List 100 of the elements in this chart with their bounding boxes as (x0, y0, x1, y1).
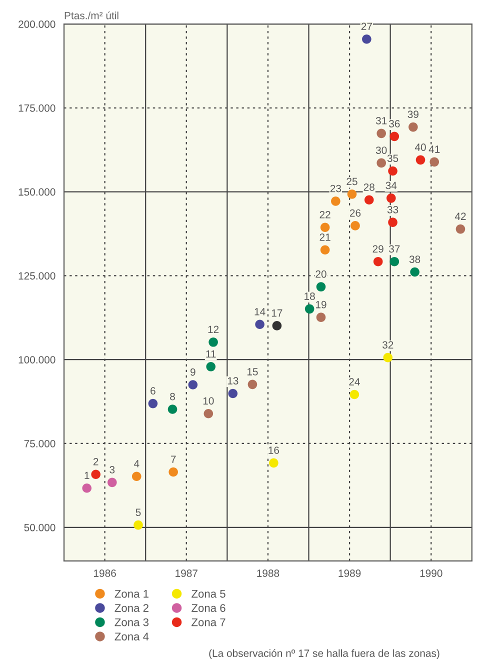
annotation: 38 (409, 256, 420, 264)
y-tick-label: 125.000 (18, 272, 56, 280)
legend-label: Zona 3 (114, 618, 149, 626)
point (408, 122, 418, 132)
legend-label: Zona 6 (192, 604, 226, 612)
legend-label: Zona 5 (192, 590, 226, 598)
point (82, 483, 92, 493)
annotation: 32 (382, 341, 394, 349)
point (168, 404, 178, 414)
annotation: 11 (206, 350, 216, 358)
point (107, 478, 117, 488)
point (316, 312, 326, 322)
x-tick-label: 1987 (176, 570, 198, 577)
point (373, 256, 383, 266)
annotation: 9 (190, 368, 196, 376)
annotation: 37 (389, 245, 400, 253)
annotation: 20 (316, 270, 326, 278)
annotation: 39 (408, 110, 418, 118)
point (204, 408, 214, 418)
point (206, 362, 216, 372)
point (416, 155, 426, 165)
point (376, 128, 386, 138)
annotation: 15 (247, 368, 258, 376)
annotation: 12 (208, 326, 219, 334)
annotation: 18 (304, 292, 315, 300)
annotation: 30 (376, 146, 387, 154)
annotation: 28 (364, 183, 374, 191)
point (350, 221, 360, 230)
annotation: 3 (110, 466, 115, 474)
point (390, 132, 400, 142)
annotation: 24 (349, 378, 360, 386)
annotation: 31 (376, 117, 387, 124)
x-tick-label: 1986 (94, 570, 116, 577)
annotation: 23 (330, 184, 342, 192)
annotation: 5 (136, 508, 141, 516)
point (255, 320, 264, 330)
annotation: 4 (134, 460, 140, 468)
y-tick-label: 175.000 (18, 104, 56, 112)
point (456, 224, 466, 234)
annotation: 35 (387, 154, 398, 162)
legend-label: Zona 4 (114, 632, 149, 640)
annotation: 1 (84, 472, 90, 480)
annotation: 36 (389, 120, 400, 128)
annotation: 42 (454, 212, 466, 220)
annotation: 26 (350, 209, 361, 217)
point (316, 282, 326, 292)
text: (La observación nº 17 se halla fuera de las zonas) (209, 649, 440, 659)
point (362, 34, 372, 44)
annotation: 34 (386, 182, 397, 190)
point (388, 166, 398, 176)
annotation: 14 (254, 308, 266, 316)
y-tick-label: 50.000 (24, 524, 56, 532)
x-tick-label: 1989 (338, 570, 361, 577)
y-tick-label: 200.000 (18, 20, 56, 28)
annotation: 41 (428, 146, 440, 153)
point (364, 195, 374, 205)
point (168, 467, 178, 477)
point (134, 520, 143, 530)
point (132, 472, 142, 482)
point (208, 337, 218, 347)
point (430, 157, 440, 167)
annotation: 29 (372, 245, 384, 253)
point (320, 222, 330, 232)
point (390, 256, 400, 266)
point (386, 194, 396, 203)
point (269, 458, 278, 468)
point (188, 380, 198, 390)
point (91, 470, 100, 480)
annotation: 6 (150, 387, 156, 395)
legend-label: Zona 2 (114, 604, 148, 612)
point (410, 267, 420, 277)
point (376, 158, 386, 168)
annotation: 27 (361, 22, 372, 30)
annotation: 10 (203, 397, 214, 405)
annotation: 19 (316, 300, 326, 308)
annotation: 40 (414, 144, 426, 151)
y-axis-title: Ptas./m² útil (64, 11, 118, 20)
point (304, 304, 314, 314)
point (228, 388, 238, 398)
point (331, 196, 340, 206)
point (248, 380, 258, 390)
annotation: 16 (268, 446, 280, 454)
annotation: 33 (387, 206, 398, 214)
point (350, 390, 360, 400)
legend-label: Zona 1 (114, 590, 148, 598)
annotation: 25 (346, 178, 358, 186)
annotation: 7 (170, 456, 176, 463)
x-tick-label: 1990 (420, 570, 442, 577)
y-tick-label: 100.000 (18, 356, 56, 364)
point (148, 398, 158, 408)
y-tick-label: 150.000 (18, 188, 56, 196)
point (388, 218, 398, 227)
annotation: 21 (320, 233, 330, 241)
point (320, 245, 330, 255)
x-tick-label: 1988 (257, 570, 280, 577)
annotation: 22 (320, 210, 330, 218)
annotation: 8 (170, 392, 175, 400)
annotation: 17 (272, 309, 282, 317)
point (347, 189, 357, 199)
point (383, 352, 393, 362)
